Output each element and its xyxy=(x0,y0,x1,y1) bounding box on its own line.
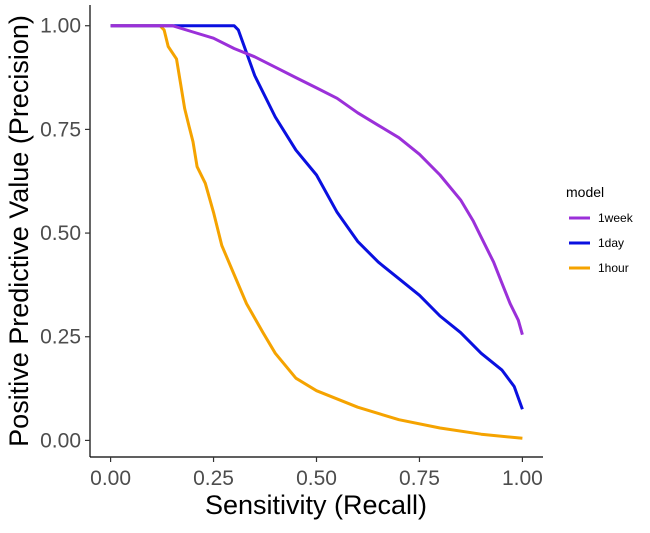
x-tick-label: 0.75 xyxy=(399,467,440,490)
y-tick-label: 0.50 xyxy=(40,222,81,245)
x-tick-label: 1.00 xyxy=(502,467,543,490)
series-line-1week xyxy=(110,24,524,336)
legend: model 1week 1day 1hour xyxy=(566,184,634,275)
x-tick-label: 0.00 xyxy=(90,467,131,490)
legend-label-1day: 1day xyxy=(598,236,624,250)
x-tick-label: 0.25 xyxy=(193,467,234,490)
x-axis-ticks: 0.00 0.25 0.50 0.75 1.00 xyxy=(90,457,543,490)
x-tick-label: 0.50 xyxy=(296,467,337,490)
legend-label-1week: 1week xyxy=(598,211,634,225)
series-lines xyxy=(110,24,524,440)
legend-title: model xyxy=(566,184,604,200)
y-tick-label: 1.00 xyxy=(40,15,81,38)
series-line-1hour xyxy=(110,24,523,440)
x-axis-title: Sensitivity (Recall) xyxy=(205,490,427,520)
y-tick-label: 0.25 xyxy=(40,326,81,349)
y-axis-ticks: 0.00 0.25 0.50 0.75 1.00 xyxy=(40,15,90,452)
series-line-1day xyxy=(110,24,524,410)
y-tick-label: 0.75 xyxy=(40,118,81,141)
y-axis-title: Positive Predictive Value (Precision) xyxy=(4,15,34,447)
legend-label-1hour: 1hour xyxy=(598,261,629,275)
y-tick-label: 0.00 xyxy=(40,429,81,452)
